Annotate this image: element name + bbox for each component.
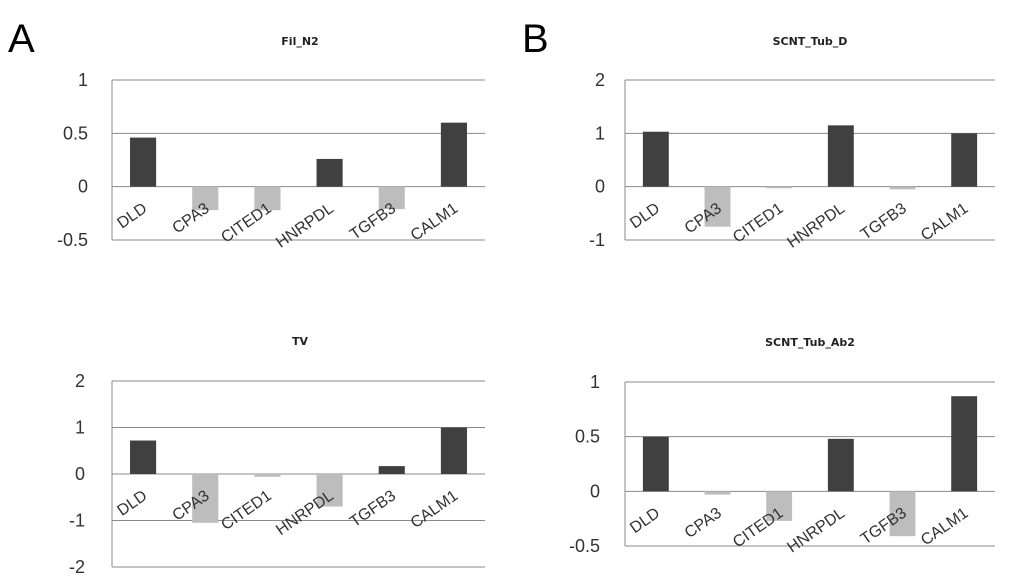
chart-title: SCNT_Tub_Ab2 — [765, 336, 855, 349]
panel-label-b: B — [522, 17, 549, 61]
bar-hnrpdl — [827, 125, 854, 187]
x-tick-label: CPA3 — [170, 200, 213, 237]
bar-dld — [642, 131, 669, 187]
x-tick-label: DLD — [627, 200, 663, 232]
bar-dld — [642, 436, 669, 492]
bar-dld — [130, 137, 157, 187]
y-tick-label: 0 — [78, 177, 88, 197]
panel-label-a: A — [8, 17, 35, 61]
x-tick-label: CPA3 — [682, 505, 725, 542]
x-tick-label: DLD — [627, 505, 663, 537]
bar-tgfb3 — [889, 186, 916, 190]
bar-cited1 — [766, 186, 793, 189]
y-tick-label: 1 — [78, 70, 88, 90]
x-tick-label: HNRPDL — [273, 200, 337, 252]
y-tick-label: 1 — [75, 418, 85, 438]
bar-cited1 — [254, 474, 281, 477]
bar-calm1 — [440, 122, 467, 187]
bar-dld — [130, 440, 157, 474]
y-tick-label: -0.5 — [569, 536, 600, 556]
x-tick-label: CALM1 — [408, 487, 462, 532]
x-tick-label: CITED1 — [218, 487, 274, 534]
bar-hnrpdl — [316, 158, 343, 187]
chart-title: TV — [292, 335, 309, 348]
bar-tgfb3 — [378, 186, 405, 210]
bar-cpa3 — [704, 186, 731, 227]
x-tick-label: CALM1 — [918, 505, 972, 550]
bar-tgfb3 — [378, 466, 405, 474]
bar-cited1 — [254, 186, 281, 211]
y-tick-label: 1 — [590, 372, 600, 392]
bar-cited1 — [766, 491, 793, 521]
bar-cpa3 — [192, 474, 219, 523]
bar-calm1 — [951, 396, 978, 492]
x-tick-label: HNRPDL — [273, 487, 337, 539]
y-tick-label: -2 — [69, 557, 85, 577]
y-tick-label: 0.5 — [575, 427, 600, 447]
x-tick-label: CALM1 — [408, 200, 462, 245]
x-tick-label: HNRPDL — [784, 200, 848, 252]
y-tick-label: -1 — [589, 230, 605, 250]
y-tick-label: 1 — [595, 123, 605, 143]
bar-tgfb3 — [889, 491, 916, 537]
chart-title: SCNT_Tub_D — [773, 35, 848, 48]
bar-calm1 — [951, 133, 978, 187]
y-tick-label: -0.5 — [57, 230, 88, 250]
bar-calm1 — [440, 427, 467, 474]
x-tick-label: TGFB3 — [347, 487, 399, 531]
x-tick-label: DLD — [114, 200, 150, 232]
y-tick-label: 2 — [595, 70, 605, 90]
y-tick-label: 0 — [75, 464, 85, 484]
x-tick-label: HNRPDL — [784, 505, 848, 557]
x-tick-label: CITED1 — [730, 505, 786, 552]
x-tick-label: CALM1 — [918, 200, 972, 245]
y-tick-label: 2 — [75, 371, 85, 391]
y-tick-label: 0 — [590, 481, 600, 501]
y-tick-label: 0 — [595, 177, 605, 197]
x-tick-label: TGFB3 — [858, 200, 910, 244]
bar-cpa3 — [192, 186, 219, 211]
y-tick-label: 0.5 — [63, 123, 88, 143]
bar-cpa3 — [704, 491, 731, 495]
bar-hnrpdl — [316, 474, 343, 507]
chart-title: Fil_N2 — [281, 35, 318, 48]
bar-hnrpdl — [827, 438, 854, 492]
x-tick-label: TGFB3 — [347, 200, 399, 244]
y-tick-label: -1 — [69, 511, 85, 531]
chart-3: SCNT_Tub_Ab2 1 0.5 0 -0.5 DLD CPA3 CITED1HNRPDL… — [569, 336, 995, 556]
x-tick-label: DLD — [114, 487, 150, 519]
